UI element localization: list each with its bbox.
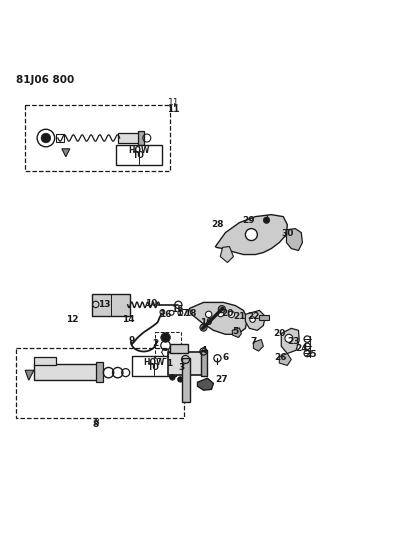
Bar [16, 348, 184, 418]
Circle shape [218, 305, 225, 313]
Text: 24: 24 [295, 344, 308, 353]
Bar [138, 131, 144, 145]
Text: 27: 27 [215, 375, 228, 384]
Polygon shape [62, 149, 70, 157]
Circle shape [250, 317, 255, 322]
Text: 10: 10 [144, 299, 157, 308]
Bar [34, 357, 56, 365]
Text: 12: 12 [66, 316, 79, 325]
Polygon shape [286, 229, 302, 251]
Bar [259, 315, 269, 320]
Text: 20: 20 [221, 309, 233, 318]
Text: 2: 2 [152, 339, 159, 348]
Circle shape [170, 375, 175, 380]
Polygon shape [215, 215, 287, 255]
Polygon shape [220, 247, 233, 263]
Bar [56, 134, 64, 142]
Bar [170, 344, 188, 353]
Text: 18: 18 [184, 309, 196, 318]
Circle shape [200, 324, 207, 331]
Polygon shape [25, 370, 34, 380]
Bar [118, 133, 140, 143]
Bar [34, 364, 98, 380]
Polygon shape [253, 340, 263, 351]
Text: 16: 16 [159, 310, 172, 319]
Text: 20: 20 [273, 329, 286, 337]
Text: 9: 9 [128, 336, 135, 345]
Text: 5: 5 [232, 327, 239, 336]
Text: 1: 1 [166, 359, 173, 368]
Text: 23: 23 [287, 337, 300, 346]
Circle shape [245, 229, 257, 240]
Text: 11: 11 [168, 98, 179, 107]
Text: 8: 8 [93, 418, 99, 427]
Text: 21: 21 [233, 312, 246, 321]
Text: 13: 13 [98, 300, 111, 309]
Bar [155, 333, 181, 358]
Text: 7: 7 [251, 337, 257, 346]
Circle shape [217, 310, 224, 317]
Text: 3: 3 [179, 364, 185, 373]
Bar [168, 352, 203, 375]
Text: 11: 11 [167, 105, 180, 114]
Circle shape [285, 334, 293, 342]
Polygon shape [245, 310, 265, 330]
Text: 30: 30 [281, 229, 294, 238]
Text: 15: 15 [171, 305, 184, 314]
Polygon shape [232, 328, 241, 337]
Bar [201, 350, 207, 376]
Bar [96, 362, 103, 382]
Text: 81J06 800: 81J06 800 [16, 75, 74, 85]
Polygon shape [279, 353, 291, 366]
Circle shape [161, 333, 170, 342]
Text: 6: 6 [223, 352, 229, 361]
Circle shape [228, 311, 235, 318]
Text: TO: TO [133, 151, 145, 160]
Circle shape [41, 133, 51, 143]
Polygon shape [190, 302, 247, 334]
Circle shape [205, 311, 212, 318]
Text: 17: 17 [176, 309, 188, 318]
Bar [92, 294, 130, 316]
Text: 8: 8 [93, 419, 99, 429]
Text: 22: 22 [247, 312, 260, 321]
Text: HOW: HOW [128, 146, 150, 155]
Bar [25, 105, 170, 171]
Bar [132, 356, 176, 376]
Circle shape [263, 217, 270, 223]
Circle shape [178, 377, 183, 382]
Bar [116, 145, 162, 165]
Text: TO: TO [148, 363, 160, 372]
Text: 19: 19 [200, 318, 213, 327]
Bar [182, 358, 190, 402]
Text: 4: 4 [200, 346, 207, 355]
Text: 28: 28 [211, 220, 224, 229]
Text: 29: 29 [242, 216, 255, 225]
Polygon shape [198, 378, 213, 390]
Text: 25: 25 [304, 350, 317, 359]
Text: 14: 14 [122, 316, 135, 325]
Text: HOW: HOW [143, 358, 164, 367]
Polygon shape [281, 328, 299, 353]
Text: 26: 26 [274, 353, 287, 362]
